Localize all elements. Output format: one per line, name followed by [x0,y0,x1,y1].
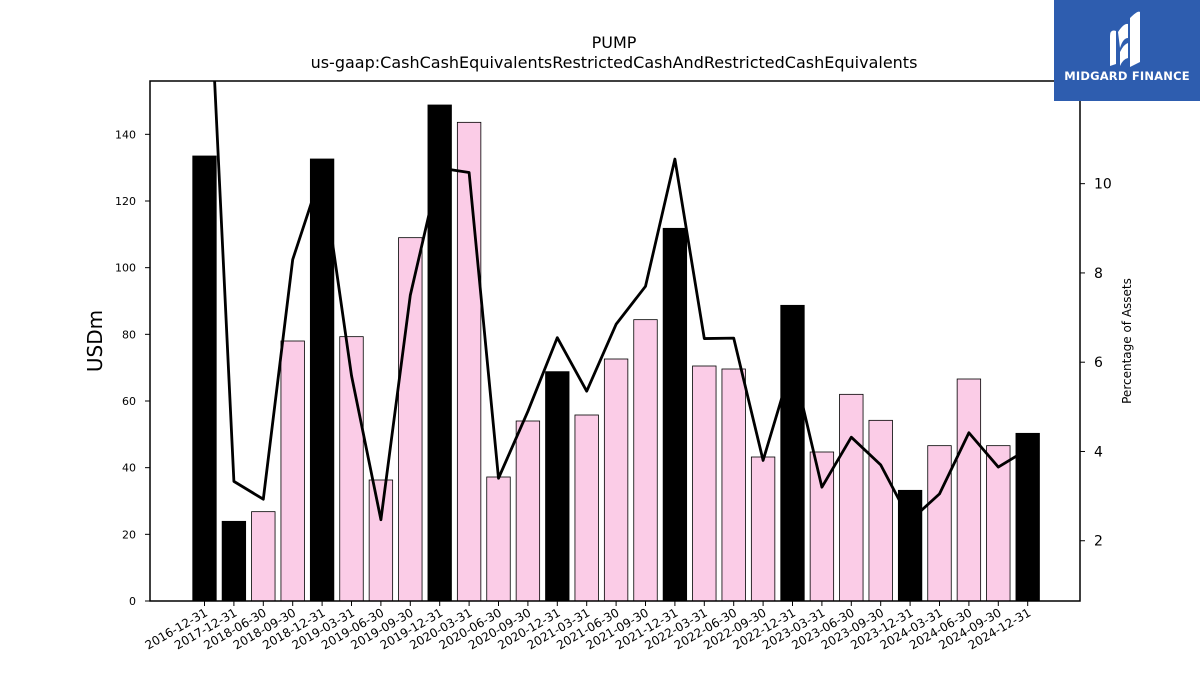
brand-logo: MIDGARD FINANCE [1054,0,1200,101]
y-tick-label: 80 [122,328,136,341]
y2-tick-label: 8 [1094,266,1103,282]
y-axis-label: USDm [83,310,107,372]
bar-2022-12-31 [780,304,805,602]
y-tick-label: 140 [115,128,136,141]
y2-tick-label: 4 [1094,444,1103,460]
chart-subtitle: us-gaap:CashCashEquivalentsRestrictedCas… [311,53,918,72]
bar-2018-09-30 [280,340,305,602]
y2-tick-label: 10 [1094,177,1112,193]
y2-axis-label: Percentage of Assets [1120,278,1134,404]
bar-2020-09-30 [515,420,541,602]
y-tick-label: 40 [122,462,136,475]
plot-frame [149,80,1081,602]
bar-2021-06-30 [603,358,629,602]
y-tick-label: 60 [122,395,136,408]
chart-title: PUMP [592,33,637,52]
bar-2022-06-30 [721,368,746,602]
bar-2019-12-31 [427,104,452,602]
y-tick-label: 120 [115,195,136,208]
bar-2022-09-30 [750,456,776,602]
bar-2021-09-30 [633,319,658,602]
bar-2020-12-31 [545,371,570,602]
bar-2019-06-30 [368,479,394,602]
bar-2021-03-31 [574,414,599,602]
x-axis: 2016-12-312017-12-312018-06-302018-09-30… [143,601,1033,652]
y-axis-right: 2 4 6 8 10 [1080,177,1112,550]
y-tick-label: 20 [122,528,136,541]
y2-tick-label: 6 [1094,355,1103,371]
bar-2024-03-31 [927,445,952,602]
bars-layer [192,104,1040,602]
bar-2020-06-30 [486,476,511,602]
bar-2017-12-31 [221,520,247,602]
bar-2022-03-31 [692,365,717,602]
bar-2018-06-30 [251,511,276,602]
percentage-of-assets-line [213,81,1029,523]
bar-2024-12-31 [1015,432,1040,602]
bar-2024-06-30 [956,378,982,602]
bar-2023-09-30 [868,419,893,602]
bar-2024-09-30 [986,445,1011,602]
y2-tick-label: 2 [1094,534,1103,550]
bar-2023-06-30 [839,393,864,602]
line-layer [213,81,1029,523]
bar-2020-03-31 [456,121,482,602]
y-tick-label: 0 [129,595,136,608]
bar-2021-12-31 [662,227,688,602]
midgard-mh-logo-icon [1110,11,1140,68]
y-tick-label: 100 [115,262,136,275]
brand-name: MIDGARD FINANCE [1064,69,1190,83]
y-axis-left: 0 20 40 60 80 100 120 140 [115,128,150,608]
bar-2016-12-31 [192,155,217,602]
